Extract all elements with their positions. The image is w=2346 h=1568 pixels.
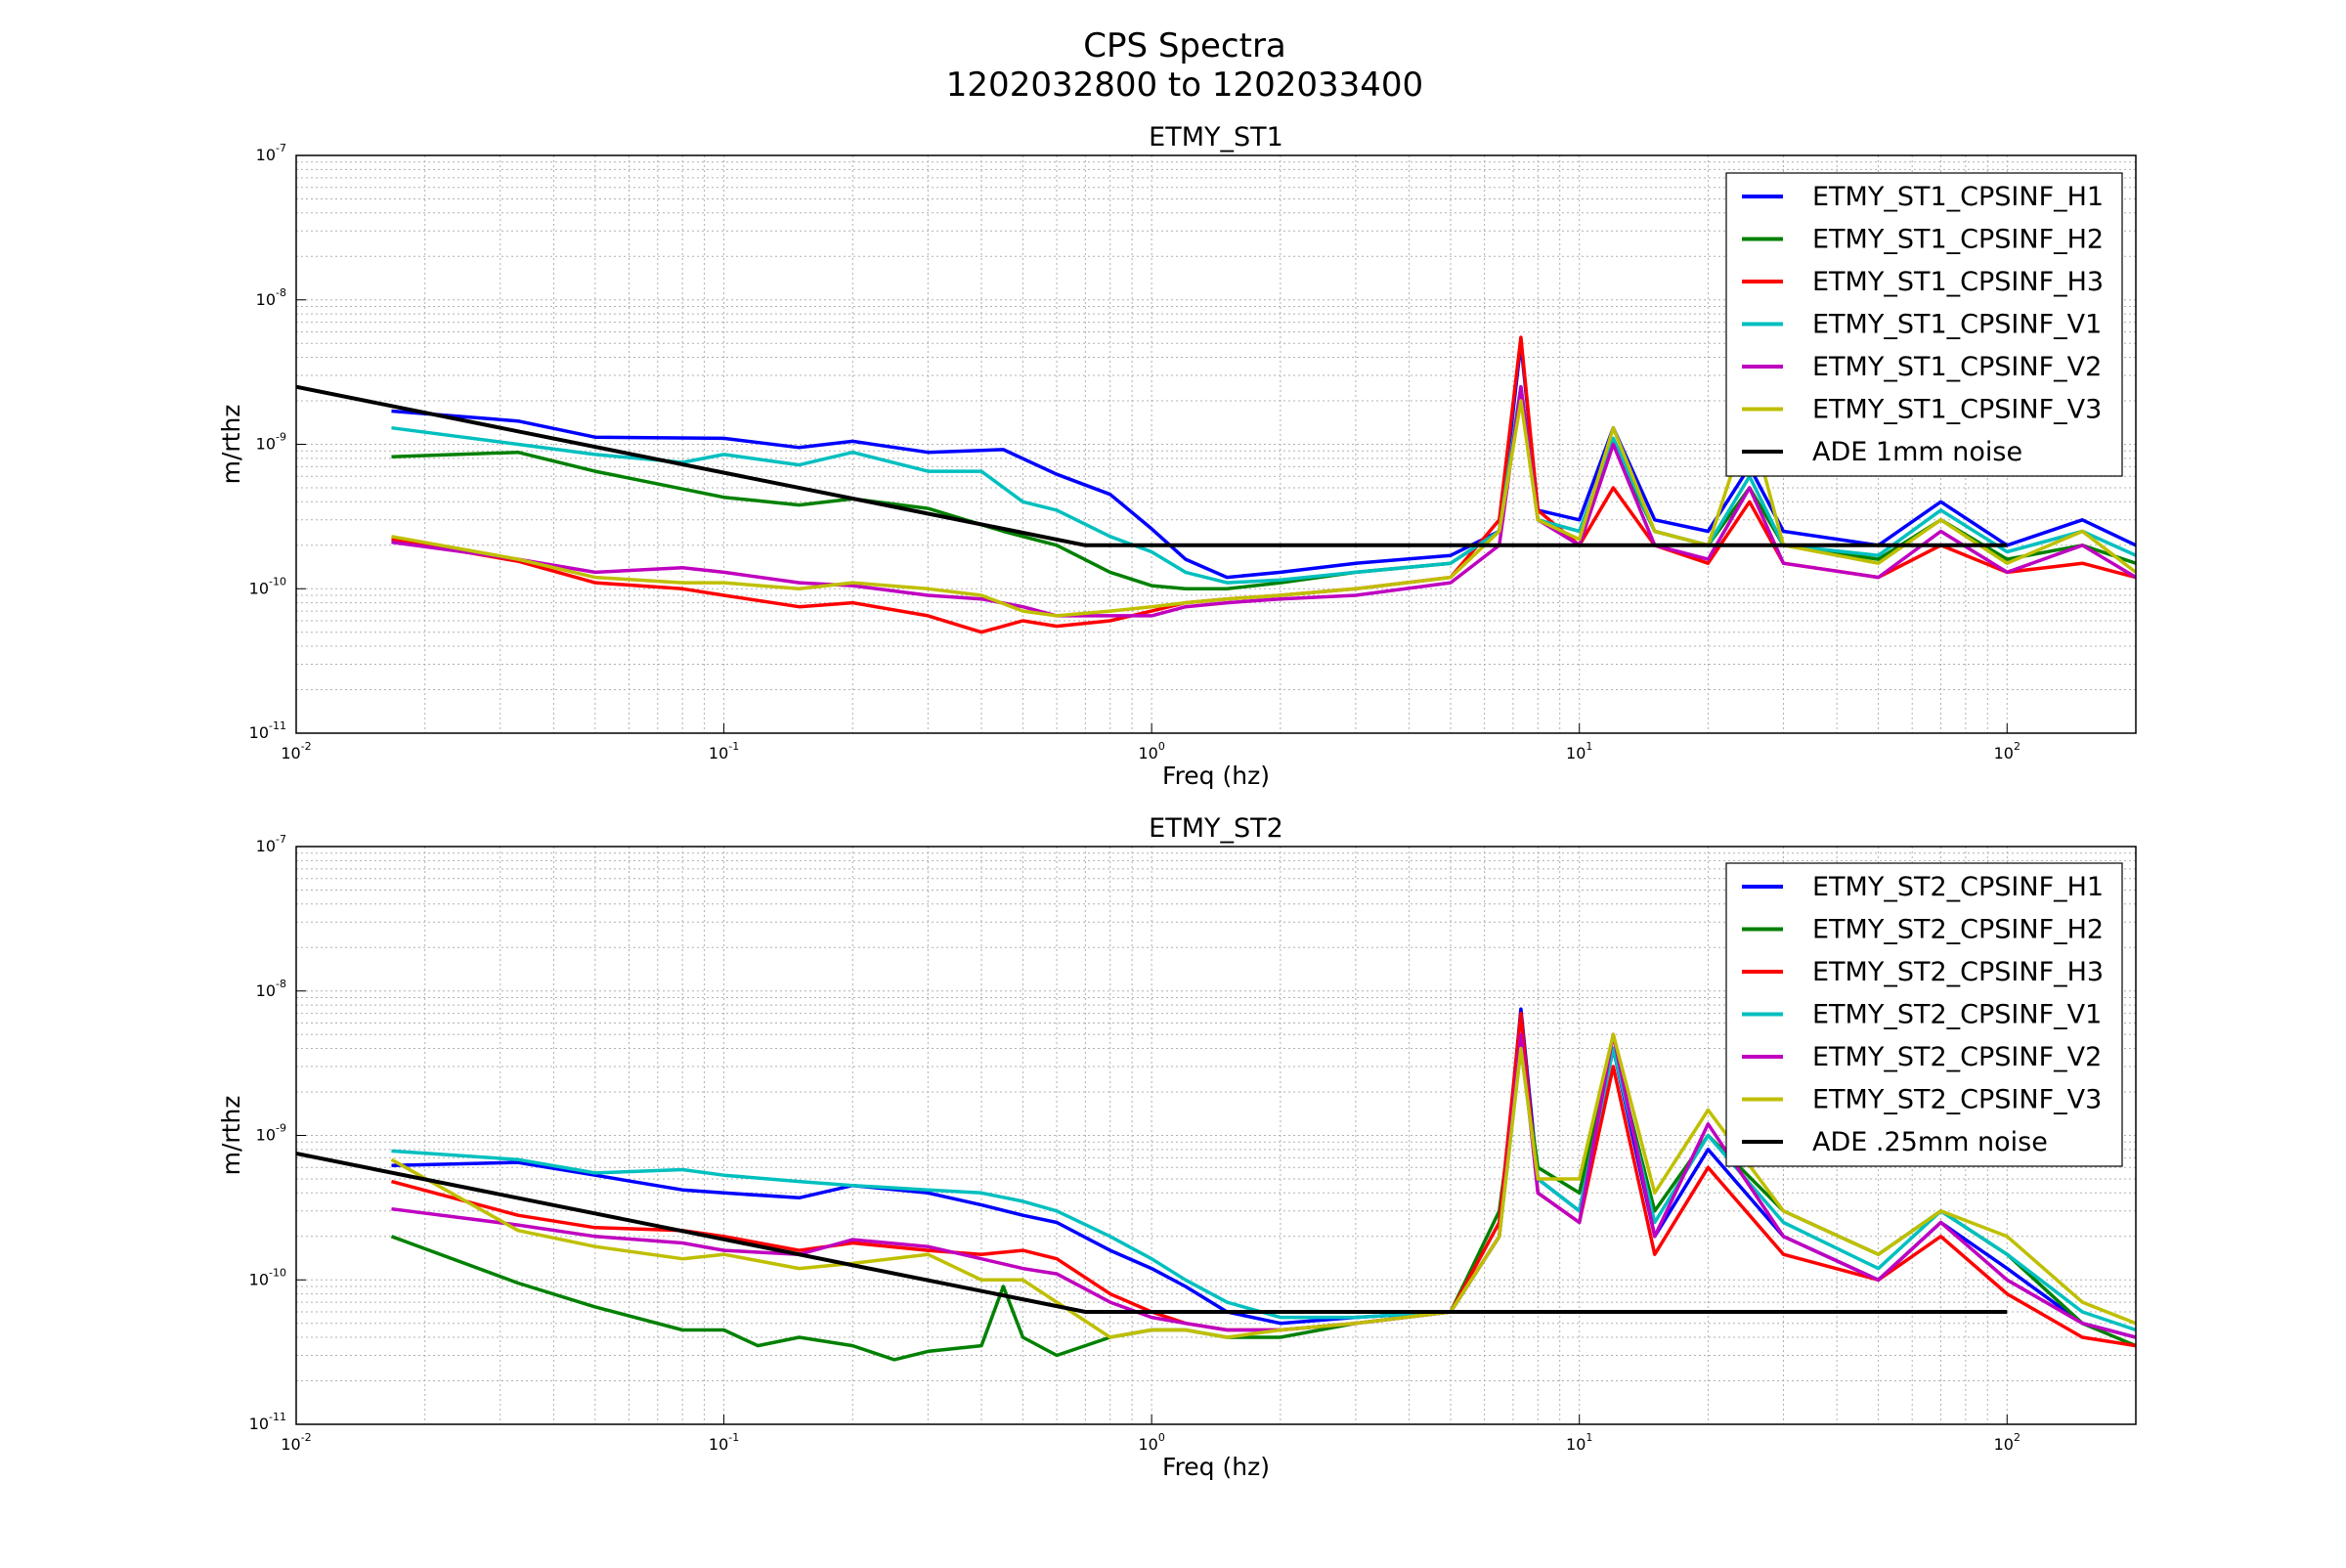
series-line-4	[391, 384, 2136, 585]
x-axis-label: Freq (hz)	[1162, 1453, 1270, 1481]
legend-label: ETMY_ST2_CPSINF_H1	[1812, 872, 2104, 902]
x-tick-label: 102	[1994, 1431, 2020, 1454]
legend: ETMY_ST2_CPSINF_H1 ETMY_ST2_CPSINF_H2 ETMY…	[1725, 862, 2123, 1167]
legend-label: ETMY_ST1_CPSINF_V3	[1812, 395, 2102, 425]
x-tick-label: 100	[1138, 740, 1164, 762]
legend-label: ETMY_ST2_CPSINF_V3	[1812, 1085, 2102, 1115]
legend-label: ADE .25mm noise	[1812, 1127, 2048, 1157]
x-axis-label: Freq (hz)	[1162, 762, 1270, 790]
panel-title: ETMY_ST2	[1149, 813, 1283, 844]
y-tick-label: 10-11	[249, 719, 286, 742]
legend-label: ETMY_ST1_CPSINF_H3	[1812, 267, 2104, 297]
x-tick-label: 10-1	[709, 740, 739, 762]
x-tick-label: 101	[1566, 1431, 1592, 1454]
y-tick-label: 10-10	[249, 575, 286, 597]
legend-label: ADE 1mm noise	[1812, 437, 2022, 467]
legend-label: ETMY_ST1_CPSINF_H1	[1812, 182, 2104, 212]
legend-label: ETMY_ST1_CPSINF_V1	[1812, 310, 2102, 340]
y-tick-label: 10-11	[249, 1411, 286, 1433]
series-line-4	[391, 1046, 2136, 1332]
series-lines	[296, 335, 2136, 634]
legend: ETMY_ST1_CPSINF_H1 ETMY_ST1_CPSINF_H2 ETMY…	[1725, 172, 2123, 477]
y-tick-label: 10-7	[256, 142, 286, 164]
series-line-5	[391, 384, 2136, 618]
legend-label: ETMY_ST2_CPSINF_V2	[1812, 1042, 2102, 1072]
plot-panel-1: 10-2 10-1 100 101 102 10-11 10-10 10-9 10-8 10-7 E…	[217, 122, 2137, 790]
grid-lines	[295, 846, 2137, 1425]
x-tick-label: 10-2	[281, 1431, 311, 1454]
series-line-6	[390, 1032, 2136, 1339]
legend-label: ETMY_ST2_CPSINF_H3	[1812, 957, 2104, 987]
x-tick-label: 102	[1994, 740, 2020, 762]
legend-label: ETMY_ST1_CPSINF_V2	[1812, 352, 2102, 382]
figure-title-line1: CPS Spectra	[1083, 26, 1286, 65]
y-tick-label: 10-8	[256, 286, 286, 309]
y-tick-label: 10-10	[249, 1266, 286, 1288]
series-line-7	[296, 1152, 2008, 1314]
series-lines	[296, 1007, 2136, 1362]
x-tick-label: 101	[1566, 740, 1592, 762]
legend-box	[1725, 172, 2123, 477]
y-tick-label: 10-9	[256, 431, 286, 454]
x-tick-label: 100	[1138, 1431, 1164, 1454]
series-line-6	[391, 399, 2136, 618]
series-line-7	[296, 384, 2008, 547]
figure-title-line2: 1202032800 to 1202033400	[946, 65, 1423, 105]
legend-box	[1725, 862, 2123, 1167]
legend-label: ETMY_ST2_CPSINF_V1	[1812, 1000, 2102, 1030]
y-axis-label: m/rthz	[217, 1096, 245, 1176]
y-tick-label: 10-9	[256, 1122, 286, 1145]
plot-panel-2: 10-2 10-1 100 101 102 10-11 10-10 10-9 10-8 10-7 E…	[217, 813, 2137, 1481]
x-tick-label: 10-1	[709, 1431, 739, 1454]
panel-title: ETMY_ST1	[1149, 122, 1283, 152]
y-axis-label: m/rthz	[217, 405, 245, 485]
legend-label: ETMY_ST2_CPSINF_H2	[1812, 915, 2104, 945]
y-tick-label: 10-8	[256, 978, 286, 1000]
legend-label: ETMY_ST1_CPSINF_H2	[1812, 225, 2104, 255]
series-line-1	[391, 341, 2136, 580]
x-tick-label: 10-2	[281, 740, 311, 762]
y-tick-label: 10-7	[256, 833, 286, 855]
